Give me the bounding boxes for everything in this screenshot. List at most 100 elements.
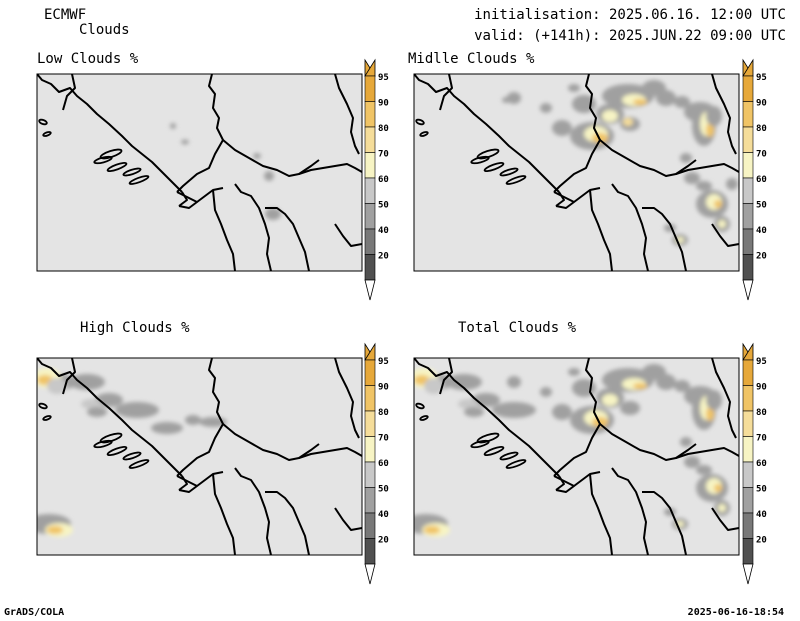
colorbar-label: 90 [378,383,389,393]
colorbar-segment [364,512,376,539]
panel-title-middle: Midlle Clouds % [408,51,535,67]
island-outline [122,451,142,461]
map-border-line [178,485,198,493]
map-border-line [234,183,272,271]
footer-software: GrADS/COLA [4,607,65,618]
border-layer [37,358,362,555]
map-panel-middle [413,73,740,272]
cloud-layer [170,123,281,220]
island-outline [38,402,48,410]
border-layer [37,74,362,271]
colorbar-segment [364,410,376,437]
cloud-cell [714,200,722,208]
map-border-line [414,358,560,477]
colorbar-segment [742,487,754,514]
cloud-cell [170,123,176,129]
map-border-line [62,358,76,395]
colorbar-label: 40 [378,510,389,520]
cloud-cell [265,208,281,220]
map-border-line [589,473,613,555]
model-label: ECMWF [44,7,87,23]
cloud-cell [656,374,676,390]
colorbar-label: 40 [756,510,767,520]
cloud-cell [47,526,63,534]
colorbar-segment [742,101,754,128]
cloud-cell [185,415,201,425]
island-outline [415,118,425,126]
map-border-line [711,358,737,439]
map-border-line [439,74,453,111]
map-border-line [334,74,360,155]
island-outline [42,131,52,137]
cloud-field [37,368,227,537]
cloud-cell [602,110,618,122]
island-outline [419,131,429,137]
colorbar-label: 80 [756,408,767,418]
colorbar-segment [364,203,376,230]
map-frame [413,73,740,272]
map-border-line [611,183,649,271]
colorbar-label: 90 [756,383,767,393]
map-border-line [265,207,310,271]
colorbar-label: 50 [378,485,389,495]
cloud-cell [568,368,580,376]
cloud-cell [696,465,712,475]
map-border-line [553,471,601,487]
colorbar-label: 60 [756,175,767,185]
valid-time: valid: (+141h): 2025.JUN.22 09:00 UTC [474,28,786,44]
map-panel-low [36,73,363,272]
map-border-line [334,223,362,247]
map-border-line [265,491,310,555]
map-border-line [553,358,601,477]
colorbar-segment [742,385,754,412]
colorbar-label: 80 [378,124,389,134]
colorbar-segment [742,75,754,102]
cloud-cell [718,220,726,228]
cloud-cell [115,402,159,418]
cloud-field [170,123,281,220]
borders [37,74,362,271]
borders [414,358,740,555]
cloud-cell [264,171,274,181]
island-outline [499,167,519,177]
cloud-cell [568,84,580,92]
cloud-cell [674,380,690,392]
cloud-cell [714,484,722,492]
cloud-cell [718,504,726,512]
map-border-line [222,423,320,461]
map-border-line [675,447,740,459]
colorbar-label: 70 [756,434,767,444]
map-border-line [711,74,737,155]
cloud-cell [616,85,632,95]
island-outline [93,155,113,165]
cloud-cell [680,437,692,447]
island-outline [38,118,48,126]
colorbar-segment [742,126,754,153]
cloud-cell [81,399,101,409]
cloud-cell [47,378,67,394]
island-outline [505,459,527,469]
colorbar-label: 60 [756,459,767,469]
colorbar-label: 95 [756,73,767,83]
cloud-cell [69,374,105,390]
island-outline [499,451,519,461]
cloud-cell [706,390,722,410]
cloud-cell [633,383,647,389]
map-panel-high [36,357,363,556]
cloud-cell [253,153,261,159]
colorbar-segment [742,512,754,539]
cloud-cell [633,99,647,105]
island-outline [470,439,490,449]
cloud-cell [446,374,482,390]
colorbar-segment [364,254,376,281]
map-panel-total [413,357,740,556]
colorbar-bottom-arrow [742,279,754,301]
cloud-cell [684,172,700,184]
map-border-line [212,473,236,555]
map-frame [36,357,363,556]
map-border-line [37,74,183,193]
cloud-cell [552,120,572,136]
colorbar-label: 20 [378,536,389,546]
borders [414,74,740,271]
